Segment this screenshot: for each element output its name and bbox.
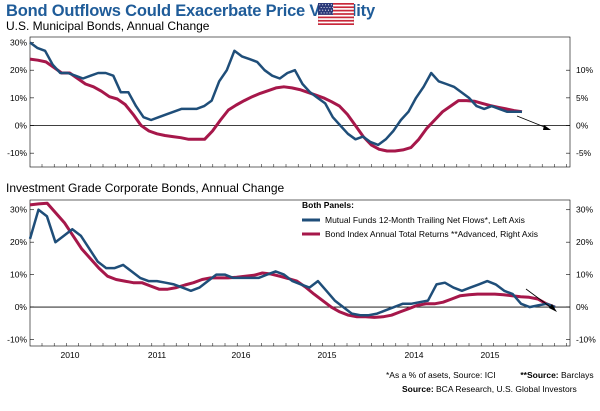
x-tick-label: 2010 <box>61 350 80 360</box>
footnote-barclays-label: **Source: <box>520 370 559 380</box>
chart-title: Bond Outflows Could Exacerbate Price Vol… <box>6 2 375 20</box>
right-tick-label: 0% <box>576 302 589 312</box>
x-tick-label: 2015 <box>318 350 337 360</box>
trend-arrow-corporate <box>525 288 557 312</box>
left-tick-label: 0% <box>15 121 28 131</box>
left-tick-label: 10% <box>10 93 27 103</box>
right-tick-label: -5% <box>576 148 592 158</box>
right-tick-label: 0% <box>576 121 589 131</box>
panel-frame-corporate <box>29 199 571 347</box>
source-label: Source: <box>402 384 434 394</box>
left-tick-label: -10% <box>7 148 27 158</box>
footnote-ici: *As a % of asets, Source: ICI <box>386 370 496 380</box>
footnote-line: *As a % of asets, Source: ICI **Source: … <box>386 370 594 380</box>
panel-title-corporate: Investment Grade Corporate Bonds, Annual… <box>6 181 285 195</box>
us-flag-icon <box>318 3 354 25</box>
x-tick-label: 2015 <box>481 350 500 360</box>
x-tick-label: 2016 <box>232 350 251 360</box>
left-tick-label: 20% <box>10 65 27 75</box>
left-tick-label: -10% <box>7 335 27 345</box>
right-tick-label: -10% <box>576 335 596 345</box>
series-returns-municipal <box>29 57 523 153</box>
series-flows-corporate <box>28 208 556 317</box>
source-text: BCA Research, U.S. Global Investors <box>433 384 577 394</box>
x-tick-label: 2011 <box>148 350 167 360</box>
right-tick-label: 30% <box>576 205 593 215</box>
left-tick-label: 30% <box>10 205 27 215</box>
series-flows-municipal <box>29 41 522 147</box>
x-tick-label: 2014 <box>405 350 424 360</box>
legend: Both Panels: Mutual Funds 12-Month Trail… <box>302 200 538 239</box>
right-tick-label: 5% <box>576 93 589 103</box>
right-tick-label: 10% <box>576 65 593 75</box>
left-tick-label: 20% <box>10 237 27 247</box>
footnote-barclays: Barclays <box>558 370 594 380</box>
left-tick-label: 10% <box>10 270 27 280</box>
trend-arrow-municipal <box>516 115 551 130</box>
right-tick-label: 10% <box>576 270 593 280</box>
legend-heading: Both Panels: <box>302 200 354 210</box>
legend-item-flows: Mutual Funds 12-Month Trailing Net Flows… <box>325 215 525 225</box>
legend-item-returns: Bond Index Annual Total Returns **Advanc… <box>325 229 538 239</box>
right-tick-label: 20% <box>576 237 593 247</box>
panel-frame-municipal <box>29 36 571 168</box>
panel-title-municipal: U.S. Municipal Bonds, Annual Change <box>6 19 210 33</box>
left-tick-label: 30% <box>10 38 27 48</box>
left-tick-label: 0% <box>15 302 28 312</box>
source-line: Source: BCA Research, U.S. Global Invest… <box>402 384 577 394</box>
